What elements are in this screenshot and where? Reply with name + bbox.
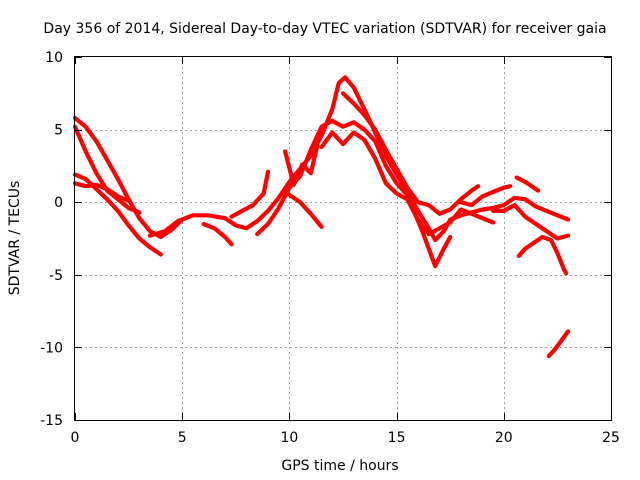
grid — [75, 57, 611, 420]
series-track-6 — [201, 221, 234, 247]
x-tick-label: 5 — [178, 430, 187, 446]
y-tick-label: 5 — [54, 123, 63, 139]
y-tick-label: -10 — [40, 340, 63, 356]
series-track-16 — [516, 234, 569, 276]
series-track-7 — [229, 169, 271, 219]
x-tick-label: 15 — [388, 430, 406, 446]
x-tick-label: 20 — [495, 430, 513, 446]
series-track-13 — [458, 184, 513, 208]
series-track-15 — [514, 175, 541, 193]
data-series — [72, 75, 571, 359]
plot-frame — [74, 56, 612, 421]
series-track-3 — [72, 172, 163, 257]
series-track-10 — [283, 143, 320, 187]
chart-title: Day 356 of 2014, Sidereal Day-to-day VTE… — [43, 21, 606, 37]
series-track-8 — [255, 118, 453, 269]
series-track-14 — [491, 203, 571, 241]
y-tick-label: 0 — [54, 195, 63, 211]
series-track-12 — [340, 91, 481, 216]
x-axis-label: GPS time / hours — [281, 458, 398, 474]
series-track-1 — [72, 115, 185, 240]
y-tick-label: -5 — [49, 268, 63, 284]
y-tick-label: 10 — [45, 50, 63, 66]
x-tick-label: 0 — [71, 430, 80, 446]
x-tick-label: 25 — [602, 430, 620, 446]
series-track-17 — [546, 329, 571, 359]
series-track-9 — [287, 192, 324, 229]
series-track-5 — [147, 75, 571, 243]
tick-labels: 0 5 10 15 20 25 -15 -10 -5 0 5 10 — [40, 50, 620, 446]
x-tick-label: 10 — [280, 430, 298, 446]
series-track-11 — [319, 130, 496, 237]
axis-ticks — [75, 57, 612, 421]
series-track-4 — [72, 181, 131, 203]
y-axis-label: SDTVAR / TECUs — [7, 181, 23, 296]
y-tick-label: -15 — [40, 413, 63, 429]
